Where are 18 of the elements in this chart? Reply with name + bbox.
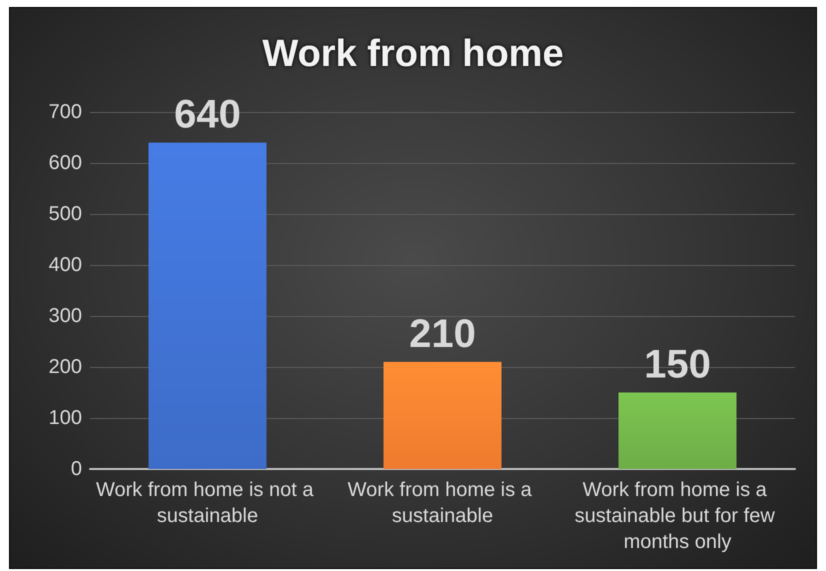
x-tick-label: Work from home is not a sustainable	[96, 479, 320, 527]
y-tick-label: 500	[48, 203, 82, 225]
y-tick-label: 700	[48, 101, 82, 123]
chart-title: Work from home	[262, 33, 564, 75]
data-label: 640	[174, 92, 241, 137]
y-tick-label: 600	[48, 152, 82, 174]
y-tick-label: 300	[48, 305, 82, 327]
x-tick-label: Work from home is a sustainable but for few months only	[574, 479, 780, 553]
y-tick-label: 200	[48, 356, 82, 378]
data-label: 150	[644, 342, 711, 386]
y-tick-label: 100	[48, 407, 82, 429]
bar	[618, 392, 736, 469]
data-label: 210	[409, 312, 476, 356]
x-tick-label: Work from home is a sustainable	[348, 479, 538, 527]
y-tick-label: 400	[48, 254, 82, 276]
y-tick-label: 0	[70, 458, 82, 480]
bar	[148, 142, 266, 469]
bar	[384, 362, 502, 469]
